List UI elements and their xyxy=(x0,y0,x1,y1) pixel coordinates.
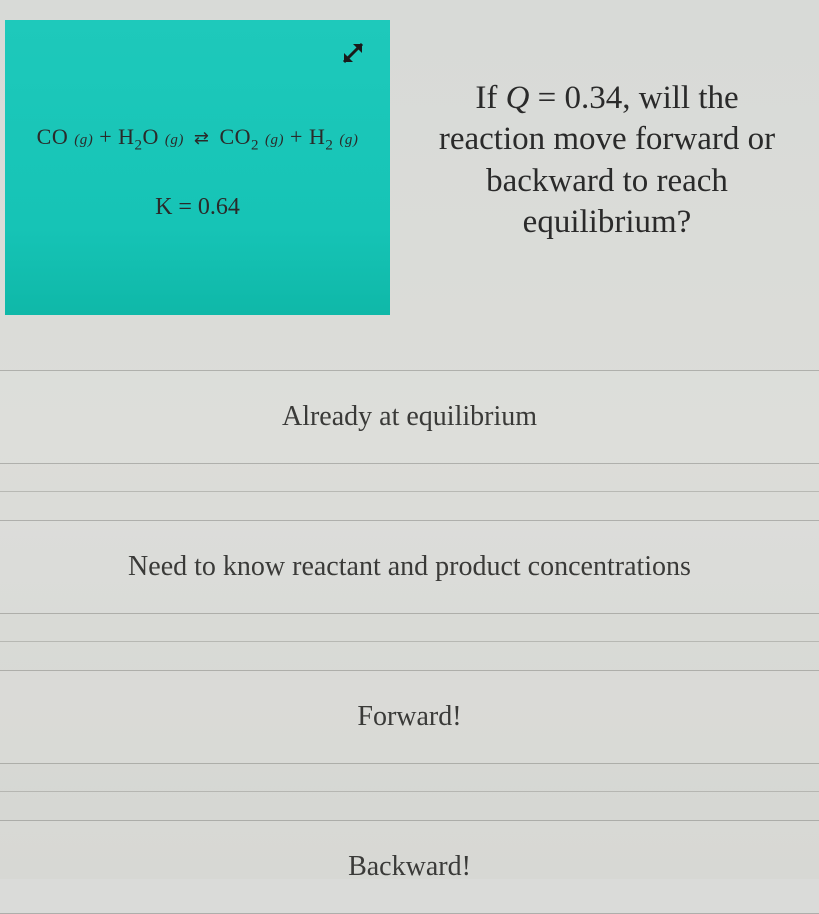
divider xyxy=(0,791,819,792)
reaction-card: CO (g) + H2O (g) ⇄ CO2 (g) + H2 (g) K = … xyxy=(5,20,390,315)
reaction-equation: CO (g) + H2O (g) ⇄ CO2 (g) + H2 (g) xyxy=(37,124,359,154)
question-header: CO (g) + H2O (g) ⇄ CO2 (g) + H2 (g) K = … xyxy=(0,0,819,340)
answer-label: Backward! xyxy=(348,851,471,882)
answer-label: Already at equilibrium xyxy=(282,401,537,432)
divider xyxy=(0,491,819,492)
equilibrium-constant: K = 0.64 xyxy=(155,194,240,221)
answer-option-1[interactable]: Already at equilibrium xyxy=(0,370,819,464)
answer-option-3[interactable]: Forward! xyxy=(0,670,819,764)
expand-icon[interactable] xyxy=(338,38,368,73)
answer-option-2[interactable]: Need to know reactant and product concen… xyxy=(0,520,819,614)
answer-label: Need to know reactant and product concen… xyxy=(128,551,691,582)
answer-options: Already at equilibrium Need to know reac… xyxy=(0,370,819,914)
answer-label: Forward! xyxy=(357,701,461,732)
answer-option-4[interactable]: Backward! xyxy=(0,820,819,914)
divider xyxy=(0,641,819,642)
question-text: If Q = 0.34, will the reaction move forw… xyxy=(390,20,819,340)
